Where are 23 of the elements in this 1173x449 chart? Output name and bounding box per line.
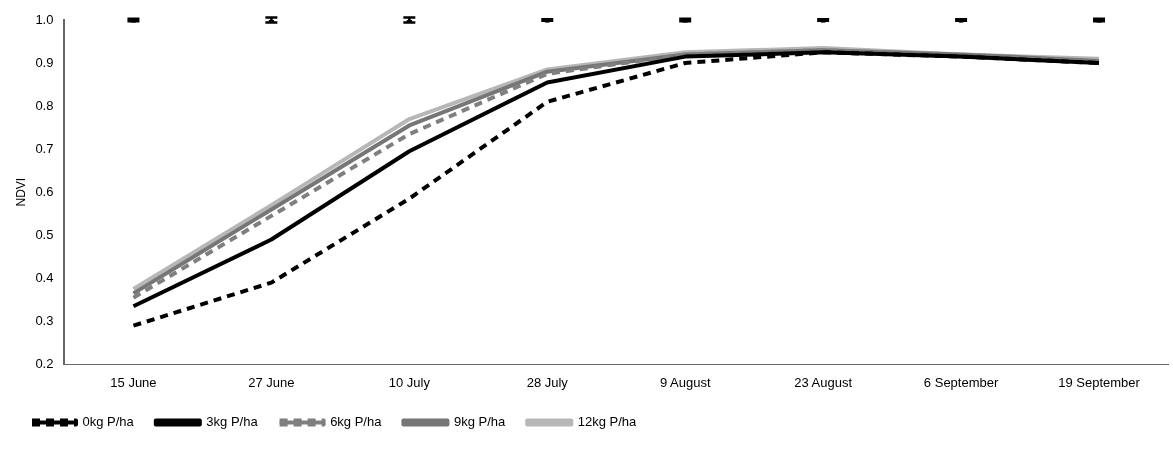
legend-label: 12kg P/ha [577, 414, 638, 430]
y-tick-label: 0.6 [35, 183, 54, 199]
legend-label: 0kg P/ha [82, 414, 135, 430]
y-tick-label: 0.9 [35, 54, 54, 70]
x-tick-label: 23 August [794, 374, 853, 390]
legend-label: 3kg P/ha [206, 414, 259, 430]
y-axis-title: NDVI [13, 177, 28, 207]
x-tick-label: 10 July [388, 374, 431, 390]
y-tick-label: 0.3 [35, 312, 54, 328]
x-tick-label: 9 August [659, 374, 711, 390]
y-tick-label: 0.2 [35, 355, 54, 371]
y-tick-label: 0.4 [35, 269, 54, 285]
x-tick-label: 28 July [526, 374, 569, 390]
y-tick-label: 0.8 [35, 97, 54, 113]
x-tick-label: 19 September [1058, 374, 1141, 390]
legend-label: 6kg P/ha [330, 414, 383, 430]
x-tick-label: 27 June [248, 374, 295, 390]
y-tick-label: 0.5 [35, 226, 54, 242]
x-tick-label: 6 September [923, 374, 999, 390]
y-tick-label: 1.0 [35, 11, 54, 27]
x-tick-label: 15 June [110, 374, 157, 390]
y-tick-label: 0.7 [35, 140, 54, 156]
legend-label: 9kg P/ha [453, 414, 507, 430]
